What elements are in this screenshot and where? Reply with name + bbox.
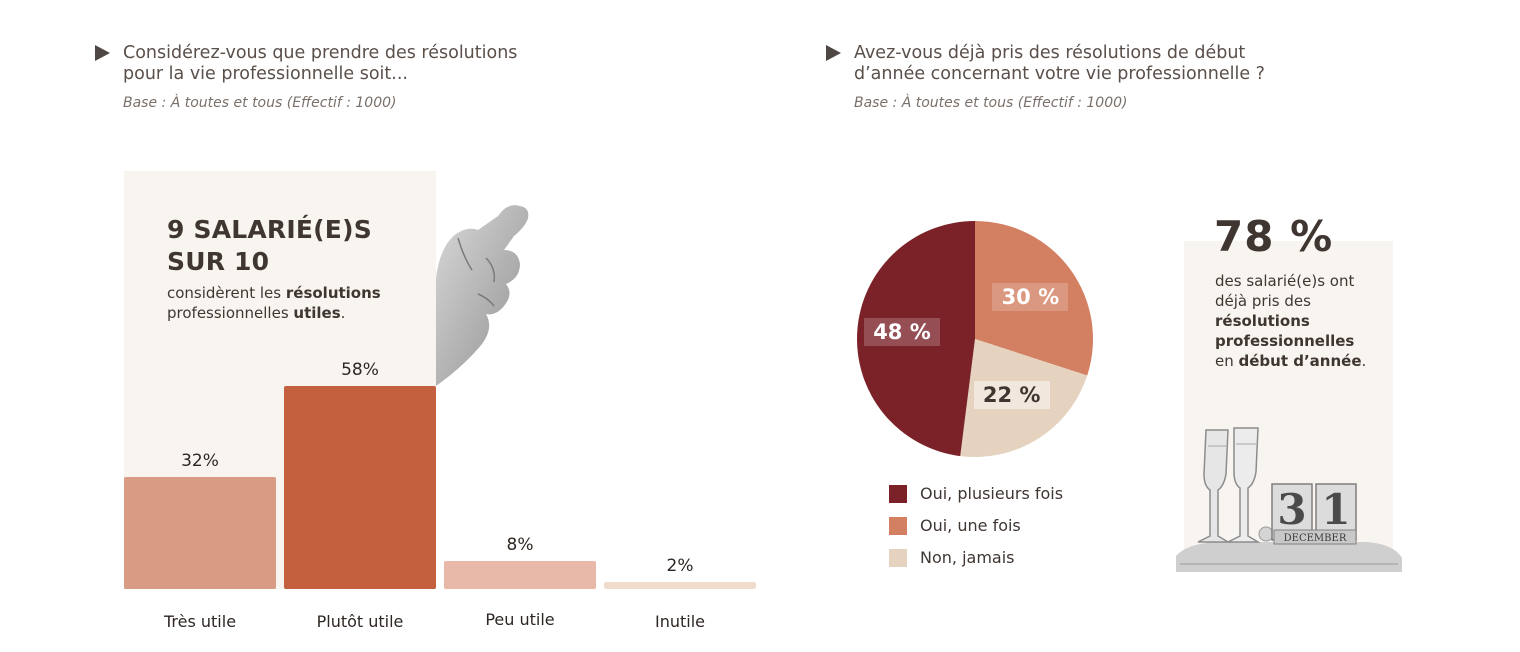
champagne-calendar-image: 3 1 DECEMBER <box>1176 427 1402 572</box>
calendar-day-digit-1: 3 <box>1277 485 1306 534</box>
bar-category-label: Peu utile <box>485 610 555 629</box>
legend-swatch <box>889 549 907 567</box>
pie-slice-3 <box>960 339 1088 457</box>
left-subtext: considèrent les résolutions professionne… <box>167 284 381 322</box>
pie-slice-1 <box>856 221 975 457</box>
pie-slice-label: 48 % <box>863 318 940 347</box>
bar-1 <box>124 477 276 589</box>
bar-3 <box>444 561 596 589</box>
left-question-title: Considérez-vous que prendre des résoluti… <box>123 43 518 84</box>
left-headline: 9 SALARIÉ(E)S SUR 10 <box>167 215 372 276</box>
bar-value-label: 32% <box>181 451 219 471</box>
legend-label: Oui, plusieurs fois <box>920 484 1064 503</box>
legend-label: Oui, une fois <box>920 516 1021 535</box>
highlight-description: des salarié(e)s ont déjà pris des résolu… <box>1215 272 1367 370</box>
calendar-day-digit-2: 1 <box>1321 485 1350 534</box>
bar-category-label: Inutile <box>654 612 705 631</box>
legend-label: Non, jamais <box>920 548 1015 567</box>
legend-swatch <box>889 517 907 535</box>
right-question-title: Avez-vous déjà pris des résolutions de d… <box>854 43 1265 84</box>
right-arrow-icon <box>826 45 841 61</box>
highlight-percentage: 78 % <box>1214 212 1334 261</box>
pie-slice-2 <box>975 221 1093 376</box>
bar-value-label: 8% <box>506 535 534 555</box>
bar-value-label: 58% <box>341 360 379 380</box>
calendar-month: DECEMBER <box>1284 533 1347 544</box>
bar-4 <box>604 582 756 589</box>
crossed-fingers-image <box>436 205 529 386</box>
bar-category-label: Plutôt utile <box>316 612 404 631</box>
left-arrow-icon <box>95 45 110 61</box>
right-base-note: Base : À toutes et tous (Effectif : 1000… <box>854 95 1128 111</box>
pie-slice-label: 30 % <box>992 282 1069 311</box>
legend-swatch <box>889 485 907 503</box>
left-base-note: Base : À toutes et tous (Effectif : 1000… <box>123 95 397 111</box>
bar-value-label: 2% <box>666 556 694 576</box>
pie-slice-label: 22 % <box>973 380 1050 409</box>
bar-2 <box>284 386 436 589</box>
bar-category-label: Très utile <box>163 612 237 631</box>
